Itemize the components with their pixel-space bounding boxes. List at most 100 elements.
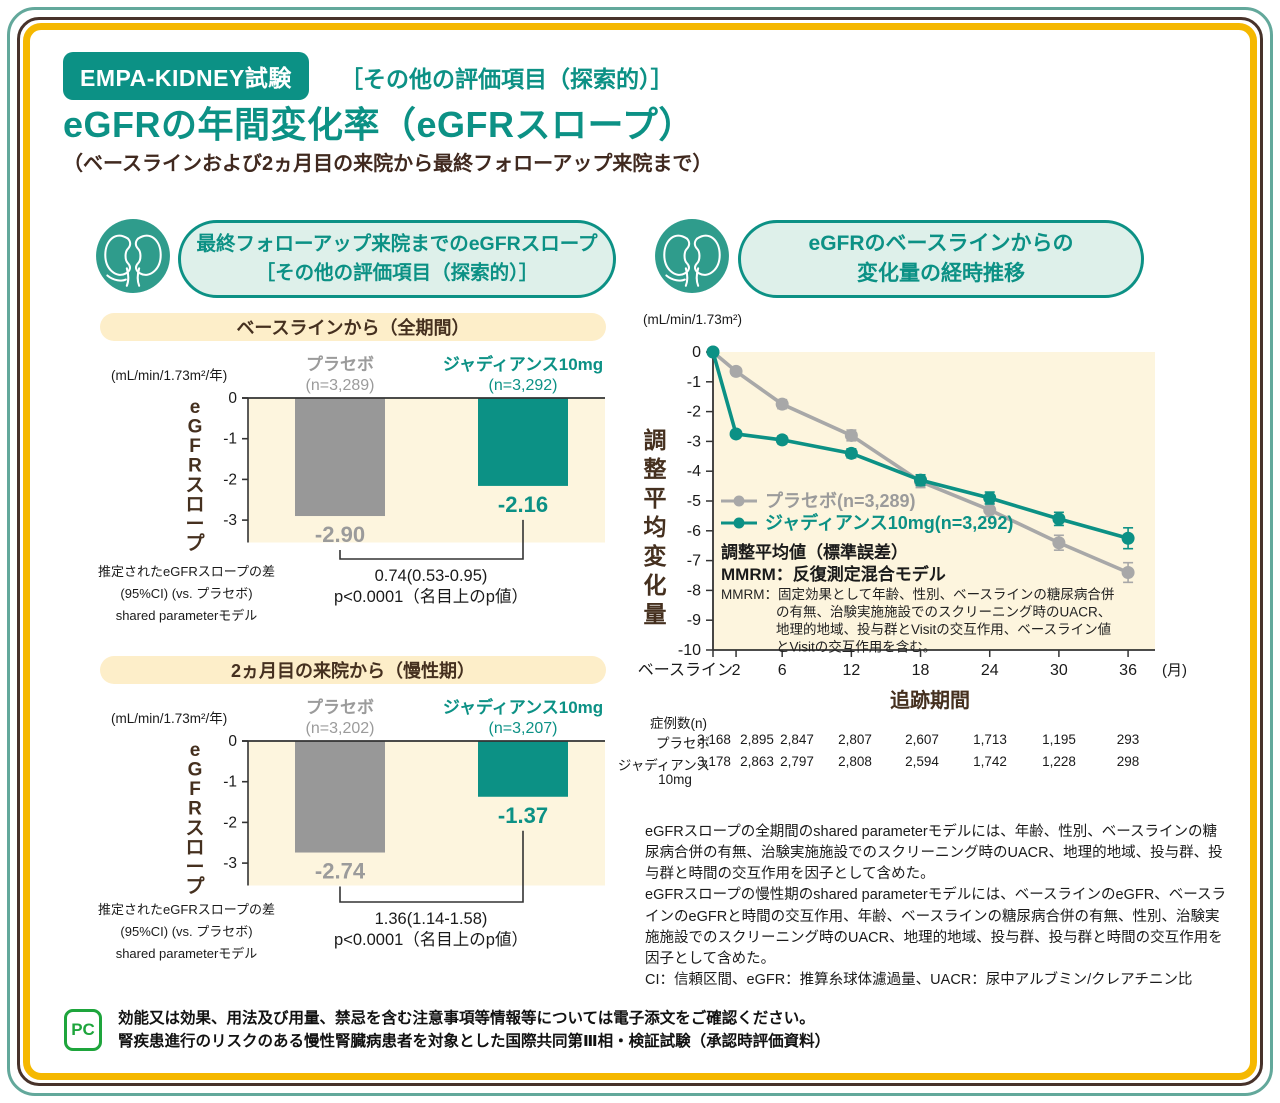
bar-value-label: -2.74 (315, 859, 366, 884)
x-tick-label: 18 (912, 662, 930, 679)
counts-value: 2,797 (780, 754, 814, 769)
group-label: ジャディアンス10mg (443, 354, 603, 374)
y-tick-label: -1 (223, 431, 237, 448)
mmrm-note-line: の有無、治験実施施設でのスクリーニング時のUACR、 (776, 605, 1111, 620)
y-axis-unit: (mL/min/1.73m²/年) (111, 368, 227, 383)
bar-value-label: -1.37 (498, 803, 548, 828)
x-tick-label: 30 (1050, 662, 1068, 679)
y-tick-label: -1 (687, 374, 701, 391)
counts-value: 2,807 (838, 732, 872, 747)
y-tick-label: -2 (687, 404, 701, 421)
data-point (844, 428, 858, 442)
y-tick-label: -6 (687, 523, 701, 540)
x-tick-label: 6 (778, 662, 787, 679)
y-axis-title-char: e (190, 397, 201, 418)
difference-pvalue: p<0.0001（名目上のp値） (334, 930, 528, 949)
section-band-full-period: ベースラインから（全期間） (100, 313, 606, 341)
counts-value: 1,742 (973, 754, 1007, 769)
data-point (914, 473, 928, 487)
y-tick-label: -3 (687, 433, 701, 450)
x-axis-title: 追跡期間 (890, 688, 970, 712)
y-axis-title-char: ー (185, 857, 204, 878)
y-axis-title-char: G (188, 417, 203, 438)
data-point (983, 491, 997, 505)
data-point (1121, 566, 1135, 580)
mmrm-note-line: MMRM：固定効果として年齢、性別、ベースラインの糖尿病合併 (721, 587, 1115, 602)
counts-value: 1,195 (1042, 732, 1076, 747)
data-point (775, 397, 789, 411)
x-tick-label: 24 (981, 662, 999, 679)
y-axis-title-char: 化 (644, 572, 667, 598)
y-axis-title-char: 変 (644, 543, 667, 569)
counts-value: 3,168 (697, 732, 731, 747)
counts-header: 症例数(n) (650, 716, 707, 731)
data-point (983, 503, 997, 517)
counts-value: 2,895 (740, 732, 774, 747)
group-label: プラセボ (306, 354, 374, 374)
kidney-icon (655, 219, 729, 293)
counts-value: 2,607 (905, 732, 939, 747)
y-axis-title-char: 量 (644, 601, 667, 627)
right-section-header-line1: eGFRのベースラインからの (808, 231, 1074, 255)
counts-value: 2,808 (838, 754, 872, 769)
y-tick-label: 0 (228, 733, 237, 750)
page-title: eGFRの年間変化率（eGFRスロープ） (63, 104, 695, 145)
y-axis-title-char: ス (185, 475, 204, 496)
group-label: ジャディアンス10mg (443, 697, 603, 717)
electronic-package-insert-pc-icon: PC (64, 1009, 102, 1051)
trial-badge: EMPA-KIDNEY試験 (63, 52, 309, 100)
series-line (711, 351, 1129, 540)
group-n-label: (n=3,289) (306, 377, 375, 394)
mmrm-note-line: とVisitの交互作用を含む。 (776, 639, 936, 655)
endpoint-tag: ［その他の評価項目（探索的）］ (340, 66, 674, 92)
counts-row-label: プラセボ (656, 736, 710, 751)
difference-value: 1.36(1.14-1.58) (375, 910, 488, 928)
counts-value: 2,863 (740, 754, 774, 769)
x-tick-label: 36 (1119, 662, 1137, 679)
group-label: プラセボ (306, 697, 374, 717)
y-tick-label: 0 (228, 390, 237, 407)
egfr-model-footnote-para3: CI：信頼区間、eGFR：推算糸球体濾過量、UACR：尿中アルブミン/クレアチニ… (645, 972, 1193, 989)
footnote-estimated-diff-full: 推定されたeGFRスロープの差 (95%CI) (vs. プラセボ) share… (98, 564, 275, 623)
legend-label: プラセボ(n=3,289) (765, 490, 916, 511)
left-section-header-line2: ［その他の評価項目（探索的）］ (255, 262, 539, 284)
y-axis-title-char: プ (185, 532, 205, 555)
y-tick-label: -8 (687, 582, 701, 599)
counts-row-label2: 10mg (658, 772, 692, 787)
y-axis-title-char: R (188, 799, 202, 820)
left-section-header-line1: 最終フォローアップ来院までのeGFRスロープ (196, 232, 598, 255)
legend-label: ジャディアンス10mg(n=3,292) (765, 512, 1013, 533)
y-axis-title-char: ス (185, 818, 204, 839)
y-axis-title-char: ロ (185, 495, 204, 516)
egfr-model-footnote: eGFRスロープの全期間のshared parameterモデルには、年齢、性別… (645, 822, 1230, 991)
x-axis-unit: (月) (1162, 662, 1187, 679)
y-axis-title-char: G (188, 760, 203, 781)
series-line (711, 350, 1129, 575)
y-tick-label: -7 (687, 553, 701, 570)
kidney-icon (96, 219, 170, 293)
y-axis-title-char: 均 (644, 514, 667, 540)
page-subtitle: （ベースラインおよび2ヵ月目の来院から最終フォローアップ来院まで） (63, 153, 713, 175)
group-n-label: (n=3,207) (489, 720, 558, 737)
footer-notes: 効能又は効果、用法及び用量、禁忌を含む注意事項等情報等については電子添文をご確認… (118, 1008, 830, 1054)
difference-value: 0.74(0.53-0.95) (375, 567, 488, 585)
footnote-estimated-diff-chronic: 推定されたeGFRスロープの差 (95%CI) (vs. プラセボ) share… (98, 902, 275, 961)
y-tick-label: -3 (223, 855, 237, 872)
footer-note-line1: 効能又は効果、用法及び用量、禁忌を含む注意事項等情報等については電子添文をご確認… (118, 1010, 815, 1027)
bar-value-label: -2.90 (315, 522, 365, 547)
data-point (729, 364, 743, 378)
y-tick-label: -3 (223, 512, 237, 529)
right-section-header-line2: 変化量の経時推移 (857, 262, 1025, 285)
bar-value-label: -2.16 (498, 492, 548, 517)
counts-row-label: ジャディアンス (617, 758, 710, 773)
counts-value: 298 (1116, 754, 1140, 769)
egfr-model-footnote-para1: eGFRスロープの全期間のshared parameterモデルには、年齢、性別… (645, 824, 1223, 883)
y-tick-label: -9 (687, 612, 701, 629)
difference-pvalue: p<0.0001（名目上のp値） (334, 587, 528, 606)
y-axis-title-char: e (190, 740, 201, 761)
line-chart-egfr-change: (mL/min/1.73m²) 0 -1 -2 -3 -4 -5 -6 -7 -8 -9 -10 2 6 1… (638, 312, 1187, 712)
data-point (775, 433, 789, 447)
counts-value: 293 (1116, 732, 1140, 747)
x-tick-label: 2 (732, 662, 741, 679)
